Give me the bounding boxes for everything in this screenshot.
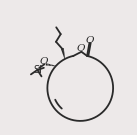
Text: Si: Si xyxy=(33,65,42,75)
Text: O: O xyxy=(77,44,85,53)
Text: O: O xyxy=(86,36,94,45)
Text: O: O xyxy=(40,57,48,66)
